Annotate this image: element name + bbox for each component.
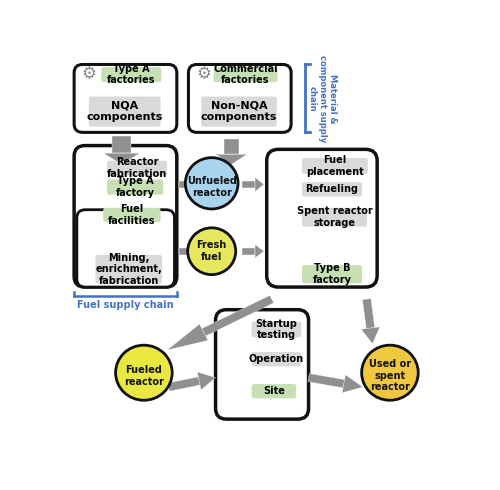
Circle shape (188, 228, 236, 274)
FancyBboxPatch shape (77, 210, 174, 287)
FancyBboxPatch shape (74, 65, 177, 132)
Text: Type A
factories: Type A factories (107, 64, 156, 85)
Text: NQA
components: NQA components (86, 101, 163, 122)
Polygon shape (342, 375, 363, 393)
FancyBboxPatch shape (107, 161, 167, 176)
Polygon shape (216, 154, 248, 165)
Polygon shape (103, 153, 140, 165)
Text: Fueled
reactor: Fueled reactor (124, 365, 164, 387)
Text: Reactor
fabrication: Reactor fabrication (107, 157, 167, 179)
Text: Type B
factory: Type B factory (312, 264, 352, 285)
Text: Used or
spent
reactor: Used or spent reactor (369, 359, 411, 392)
Bar (224, 139, 240, 154)
Polygon shape (361, 327, 380, 343)
Polygon shape (192, 177, 201, 192)
Text: Spent reactor
storage: Spent reactor storage (296, 206, 372, 228)
Text: Fuel
placement: Fuel placement (306, 155, 364, 177)
Text: Fresh
fuel: Fresh fuel (196, 241, 227, 262)
Text: ⚙: ⚙ (82, 65, 96, 83)
Text: Site: Site (263, 386, 285, 396)
FancyBboxPatch shape (96, 255, 162, 283)
Text: Mining,
enrichment,
fabrication: Mining, enrichment, fabrication (96, 252, 162, 286)
Polygon shape (167, 324, 208, 350)
Text: Refueling: Refueling (306, 184, 358, 195)
FancyBboxPatch shape (302, 182, 362, 196)
Text: Startup
testing: Startup testing (256, 318, 298, 340)
FancyBboxPatch shape (188, 65, 291, 132)
Polygon shape (308, 373, 344, 388)
Polygon shape (255, 177, 264, 192)
FancyBboxPatch shape (302, 208, 367, 227)
FancyBboxPatch shape (266, 149, 377, 287)
Bar (112, 136, 131, 153)
Polygon shape (168, 377, 200, 391)
FancyBboxPatch shape (302, 158, 368, 174)
FancyBboxPatch shape (302, 265, 362, 283)
FancyBboxPatch shape (252, 352, 301, 367)
Circle shape (186, 158, 238, 209)
Text: Unfueled
reactor: Unfueled reactor (187, 176, 236, 198)
Bar (179, 248, 192, 255)
FancyBboxPatch shape (101, 67, 162, 82)
Bar (242, 248, 255, 255)
Text: Type A
factory: Type A factory (116, 176, 154, 198)
Bar (242, 181, 255, 188)
FancyBboxPatch shape (89, 97, 160, 127)
FancyBboxPatch shape (252, 321, 301, 337)
Text: ⚙: ⚙ (196, 65, 212, 83)
Circle shape (116, 345, 172, 400)
Bar (179, 181, 192, 188)
FancyBboxPatch shape (107, 179, 163, 195)
Polygon shape (192, 245, 201, 258)
FancyBboxPatch shape (214, 67, 278, 82)
Text: Fuel supply chain: Fuel supply chain (77, 300, 174, 310)
FancyBboxPatch shape (252, 384, 296, 398)
Polygon shape (198, 372, 216, 390)
FancyBboxPatch shape (201, 97, 277, 127)
Polygon shape (255, 245, 264, 258)
Text: Non-NQA
components: Non-NQA components (201, 101, 277, 122)
FancyBboxPatch shape (74, 146, 177, 287)
Text: Fuel
facilities: Fuel facilities (108, 204, 156, 226)
FancyBboxPatch shape (103, 208, 160, 222)
Polygon shape (362, 298, 374, 329)
Text: Commercial
factories: Commercial factories (214, 64, 278, 85)
FancyBboxPatch shape (216, 310, 308, 419)
Text: Material &
component supply
chain: Material & component supply chain (307, 55, 337, 142)
Text: Operation: Operation (249, 354, 304, 364)
Circle shape (362, 345, 418, 400)
Polygon shape (202, 295, 274, 336)
